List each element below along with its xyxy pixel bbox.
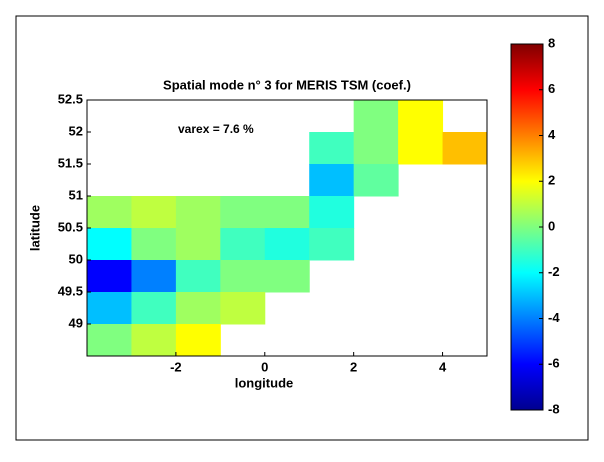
x-tick-label: 2 — [350, 359, 357, 374]
cell — [309, 196, 355, 229]
y-tick-label: 52.5 — [58, 91, 83, 106]
cell — [220, 292, 266, 325]
colorbar-tick-label: 2 — [548, 173, 555, 188]
cell — [175, 292, 221, 325]
colorbar-tick-label: 8 — [548, 35, 555, 50]
cell — [175, 260, 221, 293]
cell — [264, 228, 310, 261]
annotation: varex = 7.6 % — [178, 122, 254, 136]
cell — [131, 196, 177, 229]
cell — [398, 132, 444, 165]
y-tick-label: 49.5 — [58, 283, 83, 298]
cell — [264, 196, 310, 229]
cell — [309, 132, 355, 165]
y-tick-label: 52 — [69, 123, 83, 138]
cell — [264, 260, 310, 293]
cell — [175, 324, 221, 357]
cell — [175, 228, 221, 261]
cell — [175, 196, 221, 229]
cell — [353, 100, 399, 133]
x-tick-label: 4 — [439, 359, 447, 374]
cell — [442, 132, 488, 165]
colorbar-tick-label: 0 — [548, 218, 555, 233]
x-tick-label: -2 — [170, 359, 182, 374]
cell — [220, 228, 266, 261]
cell — [131, 260, 177, 293]
x-axis-label: longitude — [235, 375, 294, 390]
colorbar-tick-label: -2 — [548, 264, 560, 279]
cell — [131, 292, 177, 325]
colorbar-tick-label: -4 — [548, 310, 560, 325]
cell — [87, 196, 132, 229]
cell — [131, 228, 177, 261]
cell — [353, 164, 399, 197]
cell — [87, 228, 132, 261]
cell — [309, 228, 355, 261]
cell — [220, 260, 266, 293]
cell — [353, 132, 399, 165]
cell — [309, 164, 355, 197]
colorbar-tick-label: 4 — [548, 127, 556, 142]
chart-title: Spatial mode n° 3 for MERIS TSM (coef.) — [163, 77, 411, 92]
y-tick-label: 50.5 — [58, 219, 83, 234]
colorbar-tick-label: -6 — [548, 356, 560, 371]
cell — [87, 260, 132, 293]
cell — [87, 324, 132, 357]
y-axis-label: latitude — [27, 205, 42, 251]
x-tick-label: 0 — [261, 359, 268, 374]
cell — [398, 100, 444, 133]
cell — [220, 196, 266, 229]
y-tick-label: 51 — [69, 187, 83, 202]
cell — [87, 292, 132, 325]
colorbar-tick-label: -8 — [548, 401, 560, 416]
colorbar — [510, 43, 544, 411]
cell — [131, 324, 177, 357]
y-tick-label: 51.5 — [58, 155, 83, 170]
colorbar-tick-label: 6 — [548, 81, 555, 96]
y-tick-label: 50 — [69, 251, 83, 266]
y-tick-label: 49 — [69, 315, 83, 330]
